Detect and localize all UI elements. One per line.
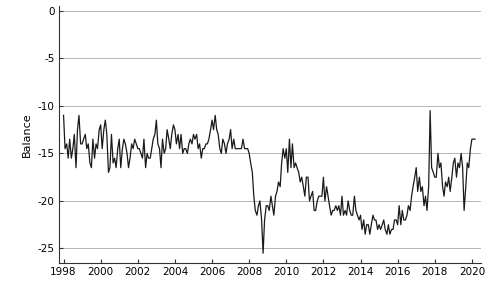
Y-axis label: Balance: Balance [22,112,32,157]
